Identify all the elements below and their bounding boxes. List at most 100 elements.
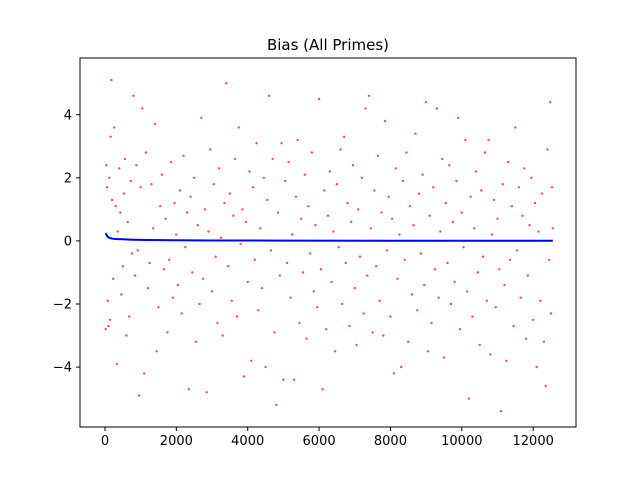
- scatter-point: [342, 135, 346, 138]
- scatter-point: [389, 315, 392, 318]
- scatter-point: [212, 183, 215, 186]
- scatter-point: [171, 296, 174, 299]
- scatter-point: [451, 220, 455, 224]
- scatter-point: [437, 296, 440, 299]
- scatter-point: [423, 283, 426, 287]
- scatter-point: [357, 208, 360, 211]
- scatter-point: [159, 205, 162, 208]
- scatter-point: [499, 410, 503, 413]
- scatter-point: [241, 208, 244, 211]
- scatter-point: [246, 280, 249, 284]
- scatter-point: [162, 268, 166, 271]
- scatter-point: [514, 126, 517, 129]
- scatter-point: [341, 302, 344, 306]
- scatter-point: [175, 233, 178, 236]
- scatter-point: [366, 274, 369, 277]
- scatter-point: [287, 160, 290, 164]
- scatter-point: [473, 227, 476, 230]
- scatter-point: [221, 334, 224, 337]
- scatter-point: [110, 78, 113, 82]
- scatter-point: [512, 324, 515, 328]
- scatter-point: [178, 189, 182, 192]
- scatter-point: [339, 148, 342, 151]
- scatter-point: [487, 138, 490, 142]
- scatter-point: [517, 186, 521, 189]
- scatter-point: [112, 277, 115, 280]
- scatter-point: [332, 230, 335, 233]
- scatter-point: [239, 242, 242, 246]
- scatter-point: [118, 167, 121, 170]
- y-tick-label: 2: [64, 171, 72, 186]
- scatter-point: [373, 189, 376, 192]
- scatter-point: [476, 271, 480, 274]
- scatter-point: [474, 170, 478, 173]
- y-axis: −4 −2 0 2 4: [53, 108, 80, 376]
- scatter-point: [253, 258, 256, 261]
- scatter-point: [498, 268, 501, 271]
- scatter-point: [544, 384, 547, 388]
- scatter-point: [164, 217, 167, 220]
- scatter-point: [441, 157, 444, 161]
- scatter-point: [278, 274, 281, 277]
- scatter-point: [503, 283, 506, 287]
- scatter-point: [430, 321, 433, 325]
- scatter-point: [232, 214, 235, 217]
- plot-frame: [79, 57, 577, 428]
- scatter-point: [203, 208, 207, 211]
- scatter-point: [391, 217, 394, 220]
- scatter-point: [255, 142, 258, 145]
- scatter-point: [494, 306, 497, 309]
- scatter-point: [173, 201, 176, 205]
- scatter-point: [319, 268, 323, 271]
- scatter-point: [143, 372, 146, 375]
- scatter-point: [266, 198, 269, 202]
- scatter-point: [130, 252, 134, 255]
- scatter-point: [113, 126, 116, 129]
- scatter-point: [401, 179, 405, 183]
- scatter-point: [508, 258, 512, 261]
- scatter-point: [109, 135, 112, 138]
- scatter-point: [519, 296, 522, 299]
- scatter-point: [234, 157, 237, 161]
- scatter-point: [251, 186, 255, 189]
- scatter-point: [421, 173, 424, 176]
- scatter-point: [439, 230, 442, 233]
- scatter-point: [453, 280, 456, 284]
- scatter-point: [105, 164, 108, 167]
- scatter-point: [326, 214, 330, 217]
- scatter-point: [150, 183, 153, 186]
- scatter-point: [166, 331, 169, 334]
- scatter-point: [105, 186, 109, 189]
- scatter-point: [548, 258, 551, 261]
- scatter-point: [275, 403, 278, 407]
- scatter-point: [157, 306, 160, 309]
- scatter-point: [196, 224, 199, 227]
- y-tick-label: −4: [53, 361, 72, 376]
- scatter-point: [344, 261, 347, 265]
- scatter-point: [328, 170, 331, 173]
- scatter-point: [114, 205, 117, 208]
- scatter-point: [135, 164, 138, 167]
- scatter-point: [551, 227, 554, 230]
- x-tick-label: 0: [101, 434, 109, 449]
- scatter-point: [396, 277, 399, 280]
- scatter-point: [382, 334, 385, 337]
- scatter-point: [184, 246, 187, 249]
- scatter-point: [207, 230, 210, 233]
- scatter-point: [414, 132, 417, 135]
- scatter-point: [205, 391, 208, 394]
- scatter-point: [490, 233, 494, 236]
- scatter-point: [144, 151, 148, 154]
- scatter-point: [367, 94, 371, 98]
- scatter-point: [282, 378, 285, 381]
- scatter-point: [219, 236, 223, 239]
- scatter-point: [364, 107, 367, 110]
- x-tick-label: 6000: [303, 434, 336, 449]
- scatter-point: [189, 195, 192, 198]
- scatter-point: [216, 321, 219, 325]
- scatter-point: [458, 328, 462, 331]
- scatter-point: [478, 343, 481, 347]
- scatter-point: [523, 167, 526, 170]
- scatter-point: [106, 299, 110, 302]
